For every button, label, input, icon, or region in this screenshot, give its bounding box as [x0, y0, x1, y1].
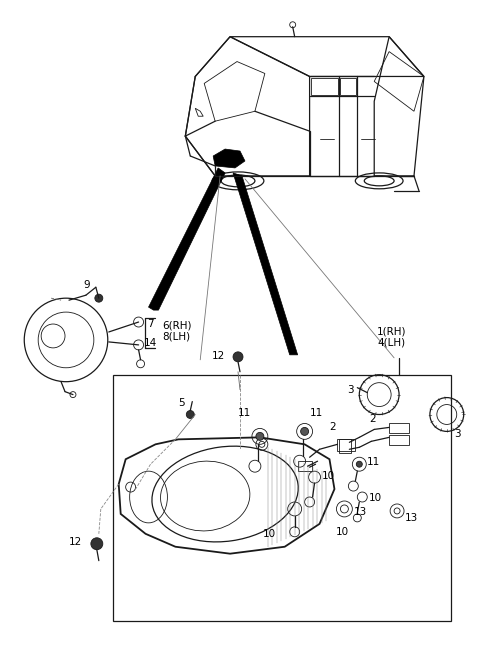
Text: 11: 11: [367, 457, 381, 467]
Circle shape: [91, 538, 103, 550]
Circle shape: [186, 411, 194, 419]
Text: 1(RH)
4(LH): 1(RH) 4(LH): [377, 326, 407, 348]
Circle shape: [356, 461, 362, 467]
Bar: [113, 375, 451, 621]
Bar: [339, 440, 351, 453]
Text: 12: 12: [69, 537, 82, 547]
Polygon shape: [213, 149, 245, 168]
Bar: [298, 461, 312, 471]
Text: 10: 10: [369, 493, 383, 503]
Polygon shape: [148, 168, 225, 310]
Text: 9: 9: [83, 280, 90, 290]
Text: 2: 2: [329, 422, 336, 432]
Bar: [340, 79, 356, 95]
Circle shape: [233, 352, 243, 362]
Text: 13: 13: [353, 507, 367, 517]
Text: 10: 10: [322, 471, 335, 481]
Text: 3: 3: [348, 384, 354, 395]
Text: 3: 3: [454, 430, 460, 440]
Text: 6(RH)
8(LH): 6(RH) 8(LH): [162, 320, 192, 342]
Text: 11: 11: [238, 407, 251, 417]
Circle shape: [256, 432, 264, 440]
Circle shape: [95, 294, 103, 302]
Text: 2: 2: [369, 415, 376, 424]
Text: 12: 12: [212, 351, 226, 361]
Text: 7: 7: [147, 319, 154, 329]
Circle shape: [300, 428, 309, 436]
Bar: [311, 79, 338, 95]
Bar: [389, 436, 409, 445]
Bar: [389, 423, 409, 434]
Text: 14: 14: [144, 338, 157, 348]
Text: 11: 11: [310, 407, 323, 417]
Text: 10: 10: [263, 529, 276, 539]
Text: 13: 13: [405, 513, 418, 523]
Polygon shape: [233, 173, 298, 355]
Text: 10: 10: [336, 527, 348, 537]
Bar: [337, 440, 355, 451]
Text: 5: 5: [179, 398, 185, 407]
